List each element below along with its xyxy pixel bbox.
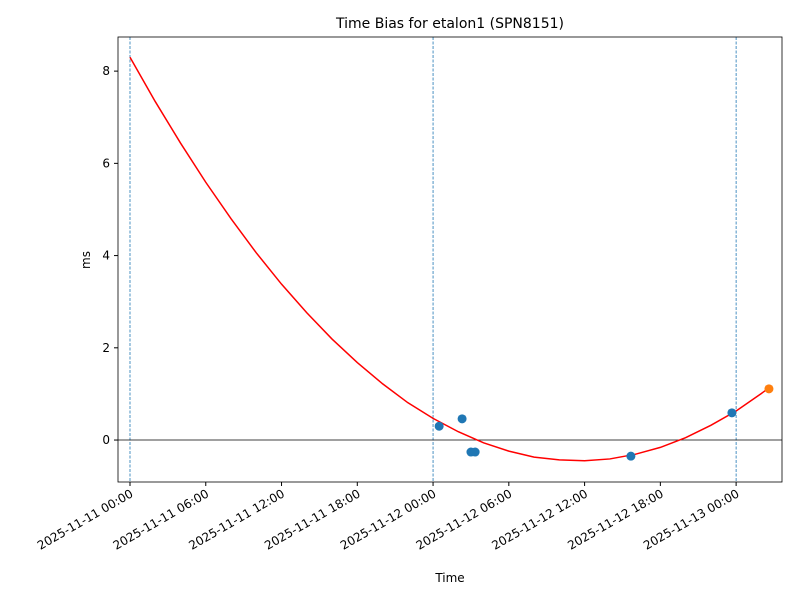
point — [457, 414, 467, 424]
plot-frame — [117, 36, 783, 483]
y-tick-label: 6 — [102, 156, 110, 170]
point — [434, 421, 444, 431]
y-tick-label: 4 — [102, 249, 110, 263]
point — [626, 451, 636, 461]
point — [727, 408, 737, 418]
y-tick-label: 0 — [102, 433, 110, 447]
y-tick-label: 2 — [102, 341, 110, 355]
x-axis-label: Time — [434, 571, 464, 585]
fit-line — [129, 56, 770, 462]
y-tick-label: 8 — [102, 64, 110, 78]
point — [470, 447, 480, 457]
point — [764, 384, 774, 394]
chart-title: Time Bias for etalon1 (SPN8151) — [335, 16, 564, 32]
y-axis-label: ms — [79, 251, 93, 269]
